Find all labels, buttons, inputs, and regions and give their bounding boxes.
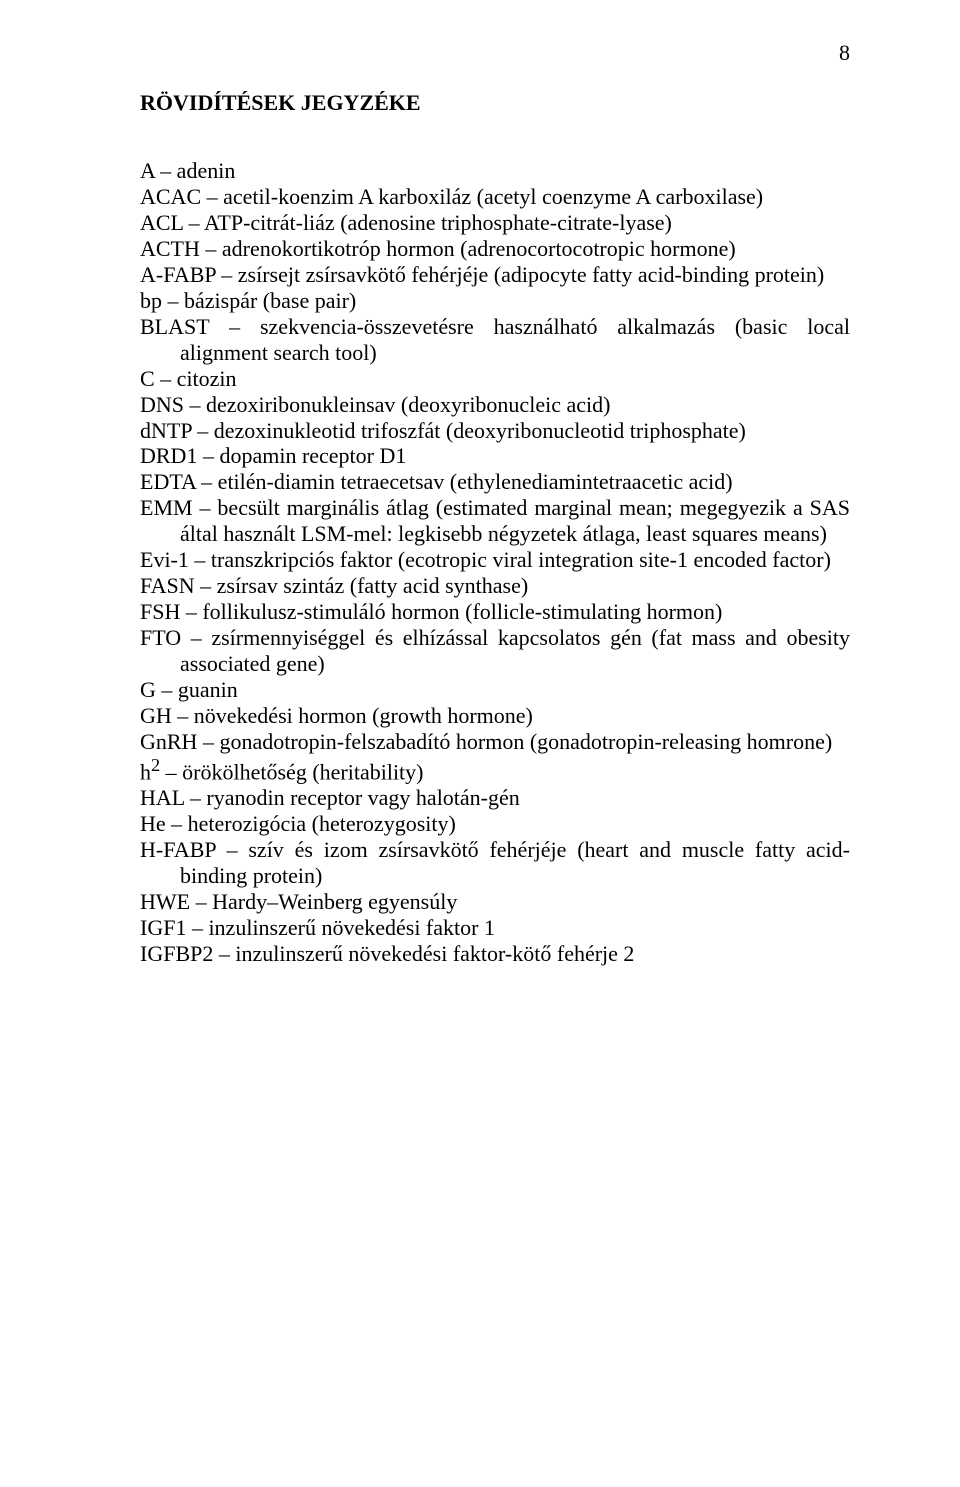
abbreviation-entry: h2 – örökölhetőség (heritability) — [140, 755, 850, 785]
abbreviation-entry: HAL – ryanodin receptor vagy halotán-gén — [140, 785, 850, 811]
abbreviation-entry: IGFBP2 – inzulinszerű növekedési faktor-… — [140, 941, 850, 967]
page-title: RÖVIDÍTÉSEK JEGYZÉKE — [140, 90, 850, 116]
abbreviation-list: A – adeninACAC – acetil-koenzim A karbox… — [140, 158, 850, 967]
abbreviation-entry: A-FABP – zsírsejt zsírsavkötő fehérjéje … — [140, 262, 850, 288]
document-page: 8 RÖVIDÍTÉSEK JEGYZÉKE A – adeninACAC – … — [0, 0, 960, 1027]
abbreviation-entry: Evi-1 – transzkripciós faktor (ecotropic… — [140, 547, 850, 573]
abbreviation-entry: G – guanin — [140, 677, 850, 703]
abbreviation-entry: EMM – becsült marginális átlag (estimate… — [140, 495, 850, 547]
abbreviation-entry: ACTH – adrenokortikotróp hormon (adrenoc… — [140, 236, 850, 262]
abbreviation-entry: GH – növekedési hormon (growth hormone) — [140, 703, 850, 729]
abbreviation-entry: FSH – follikulusz-stimuláló hormon (foll… — [140, 599, 850, 625]
abbreviation-entry: ACAC – acetil-koenzim A karboxiláz (acet… — [140, 184, 850, 210]
abbreviation-entry: EDTA – etilén-diamin tetraecetsav (ethyl… — [140, 469, 850, 495]
abbreviation-entry: FTO – zsírmennyiséggel és elhízással kap… — [140, 625, 850, 677]
abbreviation-entry: DNS – dezoxiribonukleinsav (deoxyribonuc… — [140, 392, 850, 418]
abbreviation-entry: C – citozin — [140, 366, 850, 392]
abbreviation-entry: H-FABP – szív és izom zsírsavkötő fehérj… — [140, 837, 850, 889]
abbreviation-entry: ACL – ATP-citrát-liáz (adenosine triphos… — [140, 210, 850, 236]
abbreviation-entry: IGF1 – inzulinszerű növekedési faktor 1 — [140, 915, 850, 941]
abbreviation-entry: BLAST – szekvencia-összevetésre használh… — [140, 314, 850, 366]
abbreviation-entry: GnRH – gonadotropin-felszabadító hormon … — [140, 729, 850, 755]
abbreviation-entry: bp – bázispár (base pair) — [140, 288, 850, 314]
abbreviation-entry: HWE – Hardy–Weinberg egyensúly — [140, 889, 850, 915]
abbreviation-entry: dNTP – dezoxinukleotid trifoszfát (deoxy… — [140, 418, 850, 444]
abbreviation-entry: DRD1 – dopamin receptor D1 — [140, 443, 850, 469]
page-number: 8 — [140, 40, 850, 66]
abbreviation-entry: FASN – zsírsav szintáz (fatty acid synth… — [140, 573, 850, 599]
abbreviation-entry: He – heterozigócia (heterozygosity) — [140, 811, 850, 837]
abbreviation-entry: A – adenin — [140, 158, 850, 184]
